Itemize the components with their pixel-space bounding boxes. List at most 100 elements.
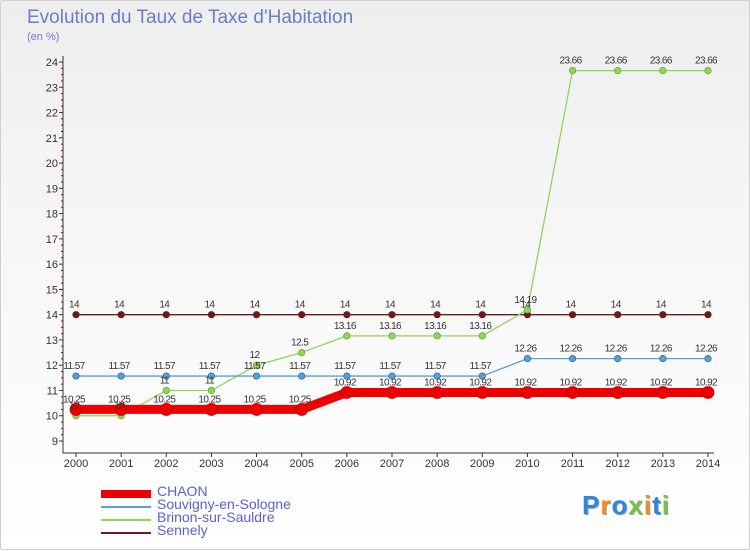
x-tick-label: 2001 (109, 458, 133, 470)
data-point-brinon-sur-sauldre (298, 348, 306, 357)
data-point-sennely (117, 311, 125, 319)
data-point-chaon (295, 403, 309, 416)
x-tick-label: 2002 (154, 458, 178, 470)
data-point-souvigny-en-sologne (298, 372, 306, 380)
data-label-sennely: 14 (250, 300, 261, 311)
data-point-brinon-sur-sauldre (162, 386, 170, 395)
data-label-chaon: 10.92 (469, 377, 492, 388)
data-label-souvigny-en-sologne: 12.26 (514, 344, 537, 355)
y-tick-label: 10 (46, 411, 58, 423)
data-point-chaon (430, 386, 444, 399)
data-label-chaon: 10.92 (379, 377, 402, 388)
data-point-souvigny-en-sologne (162, 372, 170, 380)
x-tick-label: 2000 (64, 458, 88, 470)
y-tick-label: 15 (46, 284, 58, 296)
data-label-chaon: 10.92 (605, 377, 628, 388)
data-label-brinon-sur-sauldre: 23.66 (560, 56, 583, 67)
data-label-brinon-sur-sauldre: 11 (160, 375, 170, 386)
logo-letter: t (652, 490, 662, 520)
data-label-chaon: 10.25 (198, 394, 221, 405)
x-tick-label: 2003 (199, 458, 223, 470)
logo-letter: x (628, 490, 644, 520)
data-point-brinon-sur-sauldre (659, 66, 667, 75)
data-point-souvigny-en-sologne (614, 355, 622, 363)
data-label-souvigny-en-sologne: 11.57 (289, 361, 311, 372)
data-point-sennely (162, 311, 170, 319)
y-tick-label: 18 (46, 209, 58, 221)
data-label-brinon-sur-sauldre: 23.66 (605, 56, 628, 67)
data-point-chaon (159, 403, 173, 416)
y-tick-label: 11 (47, 385, 58, 397)
data-point-sennely (478, 311, 486, 319)
logo-letter: r (600, 490, 612, 520)
data-point-chaon (611, 386, 625, 399)
legend-label: Souvigny-en-Sologne (157, 496, 291, 512)
y-tick-label: 19 (46, 183, 58, 195)
logo-letter: P (582, 490, 601, 520)
data-label-brinon-sur-sauldre: 10 (69, 401, 80, 412)
data-label-chaon: 10.25 (153, 394, 176, 405)
data-label-souvigny-en-sologne: 11.57 (63, 361, 85, 372)
y-tick-label: 12 (46, 360, 58, 372)
logo-letter: i (643, 490, 653, 520)
data-point-chaon (475, 386, 489, 399)
data-label-sennely: 14 (430, 300, 441, 311)
data-label-brinon-sur-sauldre: 13.16 (469, 321, 492, 332)
data-point-sennely (252, 311, 261, 319)
data-label-sennely: 14 (475, 300, 486, 311)
data-label-souvigny-en-sologne: 11.57 (244, 361, 266, 372)
logo-letter: o (611, 490, 629, 520)
x-tick-label: 2014 (696, 458, 720, 470)
data-label-chaon: 10.92 (424, 377, 447, 388)
data-point-souvigny-en-sologne (343, 372, 351, 380)
data-label-souvigny-en-sologne: 12.26 (605, 344, 628, 355)
data-point-brinon-sur-sauldre (704, 66, 712, 75)
x-tick-label: 2010 (515, 458, 539, 470)
data-point-sennely (433, 311, 441, 319)
data-label-souvigny-en-sologne: 11.57 (199, 361, 221, 372)
data-point-chaon (340, 386, 354, 399)
data-point-sennely (659, 311, 667, 319)
data-point-sennely (568, 311, 577, 319)
x-tick-label: 2006 (335, 458, 359, 470)
data-point-chaon (69, 403, 83, 416)
y-axis-unit: (en %) (27, 31, 60, 43)
data-label-souvigny-en-sologne: 11.57 (334, 361, 356, 372)
data-label-chaon: 10.25 (63, 394, 86, 405)
data-point-brinon-sur-sauldre (523, 306, 532, 314)
data-label-brinon-sur-sauldre: 23.66 (695, 56, 718, 67)
data-label-sennely: 14 (114, 300, 125, 311)
data-label-souvigny-en-sologne: 12.26 (650, 344, 673, 355)
data-point-brinon-sur-sauldre (433, 332, 441, 340)
data-point-souvigny-en-sologne (433, 372, 441, 380)
proxiti-logo: Proxiti (582, 490, 670, 521)
data-label-souvigny-en-sologne: 12.26 (695, 344, 718, 355)
data-point-sennely (343, 311, 351, 319)
data-point-chaon (114, 403, 128, 416)
data-label-brinon-sur-sauldre: 12.5 (291, 338, 309, 349)
data-point-souvigny-en-sologne (659, 355, 667, 363)
data-point-chaon (250, 403, 263, 416)
logo-letter: i (661, 490, 670, 520)
data-label-sennely: 14 (159, 300, 170, 311)
data-label-sennely: 14 (701, 300, 712, 311)
data-point-brinon-sur-sauldre (252, 361, 261, 369)
data-point-chaon (701, 386, 715, 399)
data-point-souvigny-en-sologne (523, 355, 532, 363)
y-tick-label: 24 (46, 57, 58, 69)
data-point-souvigny-en-sologne (704, 355, 712, 363)
data-label-souvigny-en-sologne: 11.57 (154, 361, 176, 372)
y-tick-label: 23 (46, 82, 58, 94)
data-label-souvigny-en-sologne: 11.57 (108, 361, 130, 372)
data-point-brinon-sur-sauldre (388, 332, 396, 340)
y-tick-label: 17 (46, 234, 58, 246)
data-label-chaon: 10.25 (244, 394, 267, 405)
data-point-chaon (656, 386, 670, 399)
x-tick-label: 2013 (651, 458, 675, 470)
data-point-chaon (566, 386, 579, 399)
y-tick-label: 20 (46, 158, 58, 170)
data-label-sennely: 14 (69, 300, 80, 311)
data-label-brinon-sur-sauldre: 13.16 (379, 321, 402, 332)
y-tick-label: 9 (52, 436, 58, 448)
